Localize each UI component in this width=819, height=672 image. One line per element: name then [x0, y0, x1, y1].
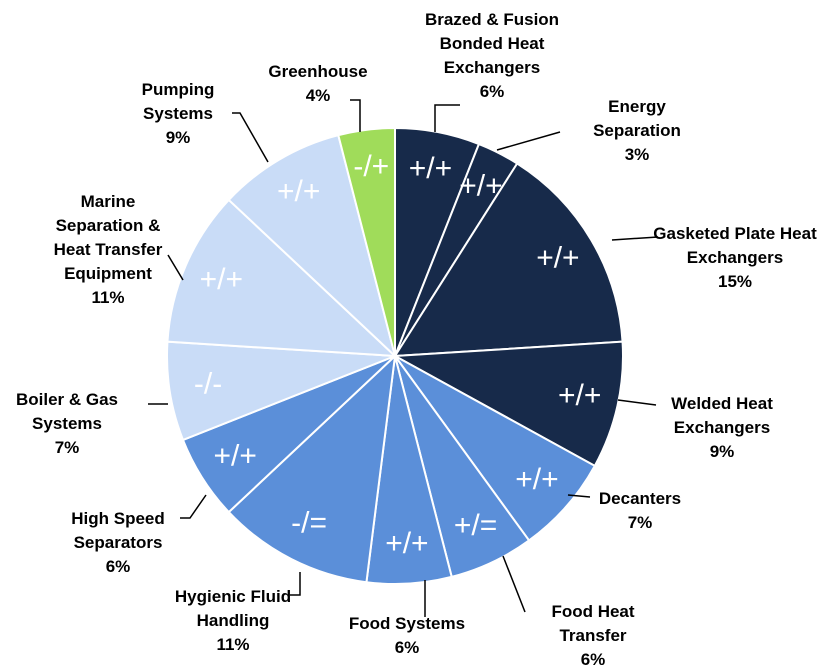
category-name: Brazed & Fusion Bonded Heat Exchangers	[424, 10, 560, 77]
slice	[337, 126, 396, 357]
category-name: Gasketed Plate Heat Exchangers	[653, 224, 817, 267]
category-label: Marine Separation & Heat Transfer Equipm…	[46, 190, 171, 310]
category-label: Food Systems 6%	[337, 612, 477, 660]
category-name: Hygienic Fluid Handling	[174, 587, 292, 630]
value-label: 6%	[394, 638, 420, 657]
category-label: Decanters 7%	[590, 487, 690, 535]
value-label: 11%	[216, 635, 250, 654]
leader-line	[496, 131, 561, 151]
category-name: Decanters	[598, 489, 682, 508]
category-name: High Speed Separators	[71, 509, 165, 552]
leader-line	[232, 112, 269, 163]
category-name: Welded Heat Exchangers	[671, 394, 773, 437]
category-label: High Speed Separators 6%	[53, 507, 183, 579]
slice	[227, 353, 397, 584]
value-label: 4%	[305, 86, 331, 105]
category-label: Boiler & Gas Systems 7%	[7, 388, 127, 460]
leader-line	[567, 494, 591, 498]
slice-label: -/-	[194, 368, 222, 401]
category-label: Gasketed Plate Heat Exchangers 15%	[650, 222, 819, 294]
leader-line	[167, 254, 184, 281]
value-label: 6%	[479, 82, 505, 101]
slice	[227, 133, 397, 360]
slice	[391, 340, 624, 468]
category-label: Hygienic Fluid Handling 11%	[158, 585, 308, 657]
value-label: 6%	[580, 650, 606, 669]
category-label: Greenhouse 4%	[258, 60, 378, 108]
category-name: Boiler & Gas Systems	[15, 390, 119, 433]
category-label: Welded Heat Exchangers 9%	[647, 392, 797, 464]
value-label: 7%	[54, 438, 80, 457]
value-label: 9%	[165, 128, 191, 147]
slice-label: +/+	[536, 242, 579, 275]
value-label: 6%	[105, 557, 131, 576]
slice	[393, 162, 624, 358]
category-label: Food Heat Transfer 6%	[538, 600, 648, 672]
slice-label: +/=	[454, 509, 497, 542]
value-label: 7%	[627, 513, 653, 532]
value-label: 3%	[624, 145, 650, 164]
leader-line	[180, 494, 207, 519]
category-name: Food Systems	[348, 614, 466, 633]
category-name: Pumping Systems	[141, 80, 215, 123]
leader-line	[350, 99, 361, 132]
slice-label: +/+	[385, 527, 428, 560]
category-name: Marine Separation & Heat Transfer Equipm…	[53, 192, 163, 283]
category-name: Food Heat Transfer	[551, 602, 635, 645]
category-label: Energy Separation 3%	[577, 95, 697, 167]
slice-label: -/+	[353, 150, 389, 183]
leader-line	[290, 572, 301, 596]
leader-line	[434, 104, 460, 132]
leader-line	[617, 399, 657, 406]
leader-line	[502, 555, 526, 613]
category-name: Greenhouse	[268, 62, 368, 81]
slice-label: +/+	[558, 379, 601, 412]
category-label: Pumping Systems 9%	[123, 78, 233, 150]
value-label: 15%	[717, 272, 753, 291]
slice-label: +/+	[214, 439, 257, 472]
category-name: Energy Separation	[593, 97, 681, 140]
slice-label: -/=	[291, 507, 327, 540]
slice-label: +/+	[409, 152, 452, 185]
slice-label: +/+	[515, 463, 558, 496]
slice-label: +/+	[277, 175, 320, 208]
category-label: Brazed & Fusion Bonded Heat Exchangers 6%	[417, 8, 567, 104]
slice-label: +/+	[200, 263, 243, 296]
value-label: 11%	[91, 288, 125, 307]
slice	[166, 198, 398, 358]
value-label: 9%	[709, 442, 735, 461]
leader-line	[611, 236, 659, 241]
